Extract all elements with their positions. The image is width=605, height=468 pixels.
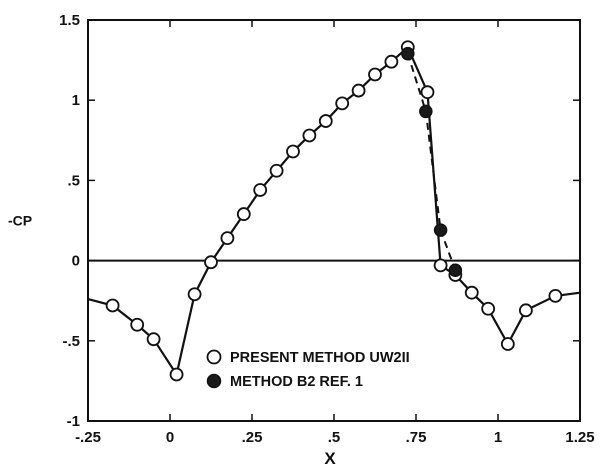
axes-layer: -.25 0 .25 .5 .75 1 1.25 -1 -.5 0 .5 1 1.5 X -CP xyxy=(8,12,595,468)
y-tick-label: -.5 xyxy=(62,333,80,350)
present-method-point xyxy=(464,285,479,300)
present-method-point xyxy=(253,183,268,197)
x-tick-label: -.25 xyxy=(75,429,101,446)
present-method-point xyxy=(335,96,350,111)
present-method-point xyxy=(220,231,235,246)
present-method-point xyxy=(286,144,300,159)
present-method-point xyxy=(130,317,145,332)
present-method-point xyxy=(351,83,366,98)
present-method-point xyxy=(204,255,218,270)
present-method-point xyxy=(548,288,563,303)
y-tick-label: 0 xyxy=(72,253,80,270)
legend-filled-circle-icon xyxy=(206,373,222,389)
x-tick-label: .75 xyxy=(406,429,427,446)
x-axis-label: X xyxy=(324,449,336,468)
x-tick-label: 1.25 xyxy=(565,429,594,446)
present-method-line xyxy=(87,45,581,378)
legend-label-ref-method: METHOD B2 REF. 1 xyxy=(230,374,363,390)
present-method-point xyxy=(169,367,184,382)
y-tick-label: -1 xyxy=(67,413,80,430)
x-tick-label: .25 xyxy=(242,429,263,446)
y-tick-label: 1 xyxy=(72,92,80,109)
ref-method-line xyxy=(406,53,457,271)
y-axis-label: -CP xyxy=(8,212,32,228)
ref-method-point xyxy=(433,223,448,237)
present-method-point xyxy=(105,298,120,313)
legend-open-circle-icon xyxy=(206,349,222,365)
present-method-point xyxy=(368,67,382,82)
present-method-point xyxy=(481,301,496,316)
ref-method-point xyxy=(448,263,463,277)
x-tick-label: .5 xyxy=(328,429,341,446)
series-layer xyxy=(87,40,581,382)
present-method-point xyxy=(318,114,333,128)
ref-method-point xyxy=(419,104,433,119)
legend: PRESENT METHOD UW2II METHOD B2 REF. 1 xyxy=(206,349,410,390)
y-tick-label: .5 xyxy=(67,172,80,189)
present-method-point xyxy=(518,303,533,318)
present-method-point xyxy=(146,332,161,347)
x-tick-label: 1 xyxy=(494,429,502,446)
present-method-point xyxy=(384,54,399,69)
present-method-point xyxy=(433,258,448,273)
y-tick-label: 1.5 xyxy=(59,12,80,29)
present-method-point xyxy=(420,85,435,100)
ref-method-point xyxy=(401,46,415,61)
x-tick-label: 0 xyxy=(166,429,174,446)
present-method-point xyxy=(236,207,251,221)
legend-label-present-method: PRESENT METHOD UW2II xyxy=(230,350,410,366)
present-method-point xyxy=(269,163,284,178)
present-method-point xyxy=(500,337,515,351)
present-method-point xyxy=(302,128,317,143)
present-method-point xyxy=(187,287,202,302)
